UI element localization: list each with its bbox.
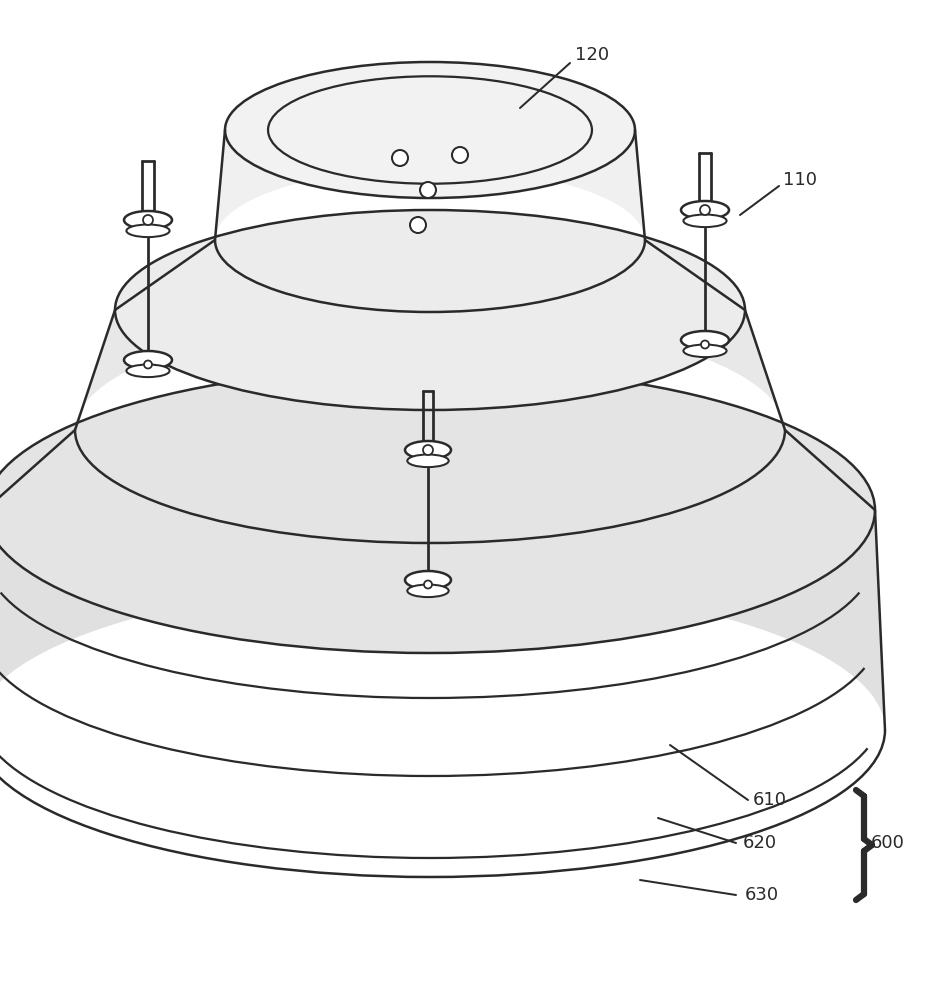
Text: 630: 630 [745,886,779,904]
Ellipse shape [405,441,451,459]
Ellipse shape [681,331,729,349]
Text: 120: 120 [575,46,609,64]
Polygon shape [215,130,645,240]
Ellipse shape [408,454,449,467]
Text: 600: 600 [871,834,905,852]
Ellipse shape [0,367,875,653]
Ellipse shape [405,571,451,589]
Circle shape [423,445,433,455]
Ellipse shape [684,344,727,357]
Ellipse shape [408,584,449,597]
Circle shape [452,147,468,163]
Ellipse shape [268,76,592,184]
Text: 610: 610 [753,791,787,809]
Ellipse shape [681,201,729,219]
Text: 110: 110 [783,171,817,189]
Ellipse shape [124,351,172,369]
Polygon shape [0,510,885,730]
Ellipse shape [127,225,170,237]
Ellipse shape [115,210,745,410]
Ellipse shape [684,215,727,227]
Circle shape [420,182,436,198]
Circle shape [144,360,152,368]
Ellipse shape [225,62,635,198]
Circle shape [410,217,426,233]
Text: 620: 620 [743,834,777,852]
Circle shape [701,340,709,349]
Circle shape [143,215,153,225]
Ellipse shape [127,364,170,377]
Ellipse shape [124,211,172,229]
Polygon shape [75,310,785,430]
Circle shape [392,150,408,166]
Circle shape [424,580,432,588]
Circle shape [700,205,710,215]
